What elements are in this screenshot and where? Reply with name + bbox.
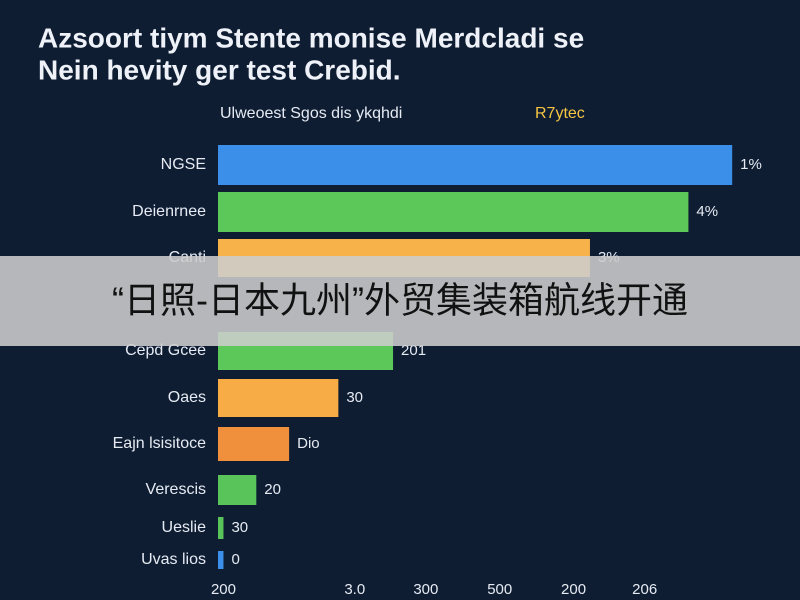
bar-label: Dio — [297, 435, 320, 452]
bar — [218, 379, 339, 417]
y-tick-label: Ueslie — [162, 519, 207, 536]
bar-label: 1% — [740, 156, 762, 173]
chart-title: Azsoort tiym Stente monise Merdcladi se — [38, 22, 584, 53]
y-tick-label: Eajn lsisitoce — [113, 435, 206, 452]
x-tick-label: 200 — [561, 581, 586, 598]
chart-subtitle-highlight: R7ytec — [535, 105, 585, 122]
chart-title: Nein hevity ger test Crebid. — [38, 54, 401, 85]
x-tick-label: 200 — [211, 581, 236, 598]
bar — [218, 551, 224, 569]
y-tick-label: Verescis — [146, 481, 206, 498]
bar-label: 4% — [696, 203, 718, 220]
x-tick-label: 500 — [487, 581, 512, 598]
y-tick-label: NGSE — [161, 156, 206, 173]
bar-label: 20 — [264, 481, 281, 498]
bar — [218, 192, 689, 232]
y-tick-label: Cepd Gcee — [125, 342, 206, 359]
x-tick-label: 206 — [632, 581, 657, 598]
y-tick-label: Deienrnee — [132, 203, 206, 220]
y-tick-label: Oaes — [168, 389, 206, 406]
bar — [218, 517, 224, 539]
bar-label: 201 — [401, 342, 426, 359]
bar — [218, 427, 290, 461]
bar-label: 0 — [231, 551, 239, 568]
bar — [218, 145, 733, 185]
bar-label: 30 — [346, 389, 363, 406]
chart-subtitle: Ulweoest Sgos dis ykqhdi — [220, 105, 402, 122]
overlay-banner-bg — [0, 256, 800, 346]
x-tick-label: 3.0 — [344, 581, 365, 598]
y-tick-label: Uvas lios — [141, 551, 206, 568]
overlay-banner: “日照-日本九州”外贸集装箱航线开通 — [112, 280, 688, 321]
x-tick-label: 300 — [413, 581, 438, 598]
bar — [218, 475, 257, 505]
bar-label: 30 — [231, 519, 248, 536]
